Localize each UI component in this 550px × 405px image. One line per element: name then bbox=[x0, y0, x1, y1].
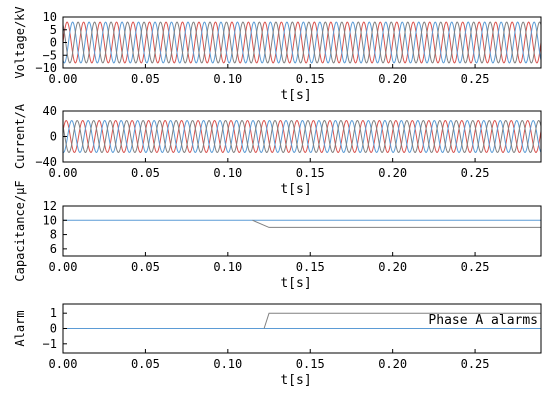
plot-frame bbox=[62, 205, 542, 257]
x-tick-label: 0.25 bbox=[461, 357, 490, 371]
series-line bbox=[63, 120, 541, 153]
x-tick-label: 0.05 bbox=[131, 166, 160, 180]
x-tick-label: 0.00 bbox=[49, 166, 78, 180]
x-axis-label: t[s] bbox=[280, 276, 311, 291]
x-tick-label: 0.10 bbox=[213, 72, 242, 86]
panel-2: 0.00 0.05 0.10 0.15 0.20 0.25 40 0 −40 t[s] Curren… bbox=[13, 103, 542, 197]
y-tick-label: 40 bbox=[43, 104, 57, 118]
series-group bbox=[63, 120, 541, 153]
y-tick-label: 1 bbox=[50, 306, 57, 320]
series-line bbox=[252, 219, 541, 228]
y-tick-label: 12 bbox=[43, 199, 57, 213]
panel-4: 0.00 0.05 0.10 0.15 0.20 0.25 1 0−1 t[s] Alarm Pha… bbox=[13, 303, 542, 388]
y-axis-label: Capacitance/μF bbox=[13, 180, 27, 281]
x-tick-label: 0.00 bbox=[49, 72, 78, 86]
y-axis-label: Current/A bbox=[13, 103, 27, 169]
series-line bbox=[63, 120, 541, 153]
series-line bbox=[63, 21, 541, 64]
annotation-label: Phase A alarms bbox=[428, 313, 538, 328]
x-tick-label: 0.00 bbox=[49, 357, 78, 371]
x-tick-label: 0.10 bbox=[213, 357, 242, 371]
y-tick-label: −5 bbox=[43, 48, 57, 62]
series-group bbox=[63, 312, 541, 329]
y-tick-label: −10 bbox=[35, 61, 57, 75]
x-tick-label: 0.20 bbox=[378, 72, 407, 86]
series-line bbox=[63, 21, 541, 64]
x-axis-label: t[s] bbox=[280, 373, 311, 388]
y-tick-label: 6 bbox=[50, 242, 57, 256]
series-line bbox=[63, 21, 541, 64]
y-tick-label: 0 bbox=[50, 130, 57, 144]
x-tick-label: 0.15 bbox=[296, 357, 325, 371]
x-tick-label: 0.05 bbox=[131, 357, 160, 371]
x-axis-label: t[s] bbox=[280, 88, 311, 103]
x-tick-label: 0.20 bbox=[378, 166, 407, 180]
series-group bbox=[63, 21, 541, 64]
x-tick-label: 0.10 bbox=[213, 166, 242, 180]
plot-frame bbox=[62, 110, 542, 163]
y-tick-label: −40 bbox=[35, 155, 57, 169]
y-tick-label: 5 bbox=[50, 23, 57, 37]
y-tick-label: 0 bbox=[50, 322, 57, 336]
x-tick-label: 0.20 bbox=[378, 260, 407, 274]
y-tick-label: 0 bbox=[50, 36, 57, 50]
y-tick-label: 10 bbox=[43, 10, 57, 24]
series-line bbox=[63, 120, 541, 153]
y-tick-label: 8 bbox=[50, 228, 57, 242]
y-axis-label: Alarm bbox=[13, 310, 27, 346]
y-tick-label: 10 bbox=[43, 213, 57, 227]
x-tick-label: 0.15 bbox=[296, 166, 325, 180]
series-line bbox=[263, 312, 541, 329]
x-axis-label: t[s] bbox=[280, 182, 311, 197]
x-tick-label: 0.25 bbox=[461, 260, 490, 274]
x-tick-label: 0.05 bbox=[131, 72, 160, 86]
x-tick-label: 0.25 bbox=[461, 166, 490, 180]
y-tick-label: −1 bbox=[43, 337, 57, 351]
x-tick-label: 0.20 bbox=[378, 357, 407, 371]
x-tick-label: 0.00 bbox=[49, 260, 78, 274]
x-tick-label: 0.25 bbox=[461, 72, 490, 86]
x-tick-label: 0.05 bbox=[131, 260, 160, 274]
x-tick-label: 0.10 bbox=[213, 260, 242, 274]
x-tick-label: 0.15 bbox=[296, 260, 325, 274]
series-group bbox=[63, 219, 541, 228]
x-tick-label: 0.15 bbox=[296, 72, 325, 86]
y-axis-label: Voltage/kV bbox=[13, 6, 27, 78]
